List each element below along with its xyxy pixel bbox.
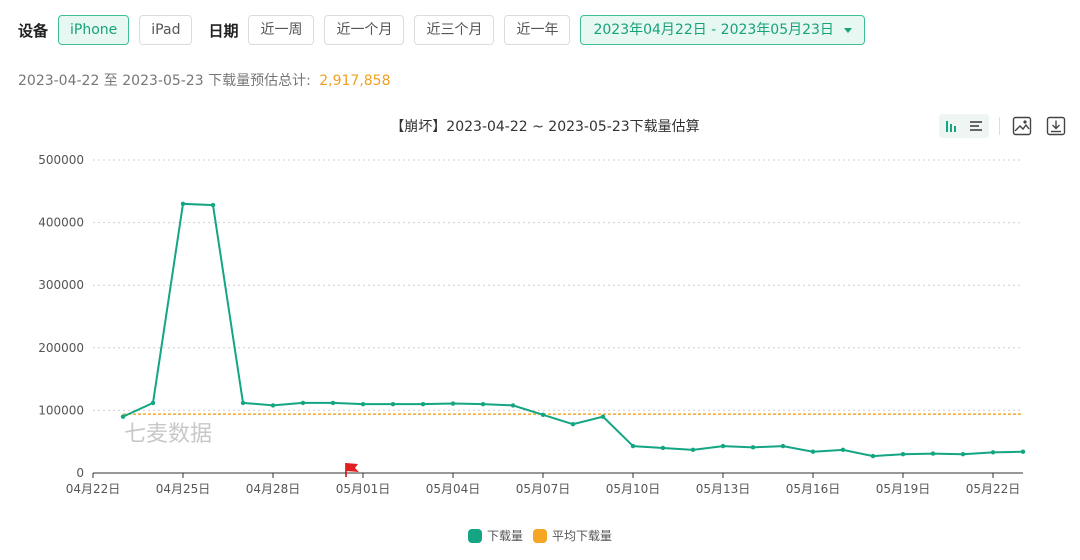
x-tick-label: 05月16日 <box>786 482 841 496</box>
data-point <box>510 403 516 408</box>
x-tick-label: 04月22日 <box>66 482 121 496</box>
data-point <box>900 452 906 457</box>
data-point <box>390 401 396 407</box>
data-point <box>600 414 606 419</box>
legend-swatch <box>533 528 547 543</box>
x-tick-label: 04月28日 <box>246 482 301 496</box>
x-tick-label: 05月19日 <box>876 482 931 496</box>
data-point <box>690 447 696 453</box>
y-tick-label: 500000 <box>38 153 84 167</box>
date-range-picker[interactable]: 2023年04月22日 - 2023年05月23日 <box>580 15 865 45</box>
legend-label: 下载量 <box>486 529 523 543</box>
series-layer <box>120 201 1026 459</box>
data-point <box>570 421 576 427</box>
data-point <box>990 450 996 455</box>
legend-item-downloads[interactable]: 下载量 <box>467 527 523 544</box>
data-point <box>300 400 306 406</box>
download-line-chart: 【崩坏】2023-04-22 ~ 2023-05-23下载量估算 500000 4… <box>38 119 1026 496</box>
data-point <box>660 445 666 451</box>
data-point <box>750 445 756 450</box>
data-point <box>840 447 846 453</box>
range-quarter-button[interactable]: 近三个月 <box>414 15 495 45</box>
marker-layer <box>345 463 359 477</box>
y-tick-label: 0 <box>76 466 84 480</box>
download-summary: 2023-04-22 至 2023-05-23 下载量预估总计: 2,917,8… <box>18 70 391 90</box>
chart-title: 【崩坏】2023-04-22 ~ 2023-05-23下载量估算 <box>390 119 699 135</box>
y-tick-label: 300000 <box>38 278 84 292</box>
toolbar-divider <box>999 117 1000 135</box>
date-label: 日期 <box>208 21 239 40</box>
data-point <box>270 403 276 408</box>
download-icon[interactable] <box>1044 115 1068 137</box>
range-year-button[interactable]: 近一年 <box>504 15 571 45</box>
x-tick-label: 05月07日 <box>516 482 571 496</box>
data-point <box>720 443 726 449</box>
range-month-button[interactable]: 近一个月 <box>324 15 405 45</box>
x-tick-label: 04月25日 <box>156 482 211 496</box>
data-point <box>1020 449 1026 454</box>
data-point <box>810 449 816 454</box>
legend-swatch <box>467 528 482 543</box>
data-point <box>420 401 426 407</box>
data-point <box>630 443 636 449</box>
grid-layer: 500000 400000 300000 200000 100000 0 <box>38 153 1023 480</box>
flag-icon <box>346 463 359 472</box>
x-tick-label: 05月10日 <box>606 482 661 496</box>
device-ipad-button[interactable]: iPad <box>139 15 193 45</box>
data-point <box>780 443 786 449</box>
chart-toolbar <box>939 114 1068 138</box>
summary-total: 2,917,858 <box>319 73 391 89</box>
save-image-icon[interactable] <box>1010 115 1034 137</box>
filter-bar: 设备 iPhone iPad 日期 近一周 近一个月 近三个月 近一年 2023… <box>18 14 865 46</box>
data-point <box>210 202 216 208</box>
data-point <box>480 401 486 407</box>
summary-text: 2023-04-22 至 2023-05-23 下载量预估总计: <box>18 73 311 89</box>
column-chart-icon[interactable] <box>940 115 964 137</box>
legend-label: 平均下载量 <box>552 529 613 543</box>
device-label: 设备 <box>18 21 49 40</box>
bar-chart-icon[interactable] <box>964 115 988 137</box>
date-range-value: 2023年04月22日 - 2023年05月23日 <box>593 22 834 38</box>
x-tick-label: 05月04日 <box>426 482 481 496</box>
data-point <box>120 414 126 419</box>
x-tick-label: 05月22日 <box>966 482 1021 496</box>
device-iphone-button[interactable]: iPhone <box>58 15 130 45</box>
chart-type-toggle <box>939 114 989 138</box>
data-point <box>450 401 456 406</box>
caret-down-icon <box>843 27 852 33</box>
data-point <box>960 452 966 457</box>
data-point <box>180 201 186 207</box>
legend-item-average[interactable]: 平均下载量 <box>533 527 612 544</box>
range-week-button[interactable]: 近一周 <box>248 15 315 45</box>
y-tick-label: 400000 <box>38 216 84 230</box>
chart-legend: 下载量 平均下载量 <box>0 527 1080 544</box>
data-point <box>360 401 366 407</box>
x-tick-label: 05月01日 <box>336 482 391 496</box>
data-point <box>540 412 546 417</box>
data-point <box>930 451 936 456</box>
y-tick-label: 100000 <box>38 403 84 417</box>
data-point <box>330 400 336 406</box>
watermark: 七麦数据 <box>124 422 212 447</box>
x-axis: 04月22日 04月25日 04月28日 05月01日 05月04日 05月07日 05月1… <box>66 472 1023 496</box>
x-tick-label: 05月13日 <box>696 482 751 496</box>
download-series-line <box>122 202 1024 458</box>
data-point <box>150 400 156 406</box>
data-point <box>870 453 876 459</box>
y-tick-label: 200000 <box>38 341 84 355</box>
data-point <box>240 400 246 406</box>
